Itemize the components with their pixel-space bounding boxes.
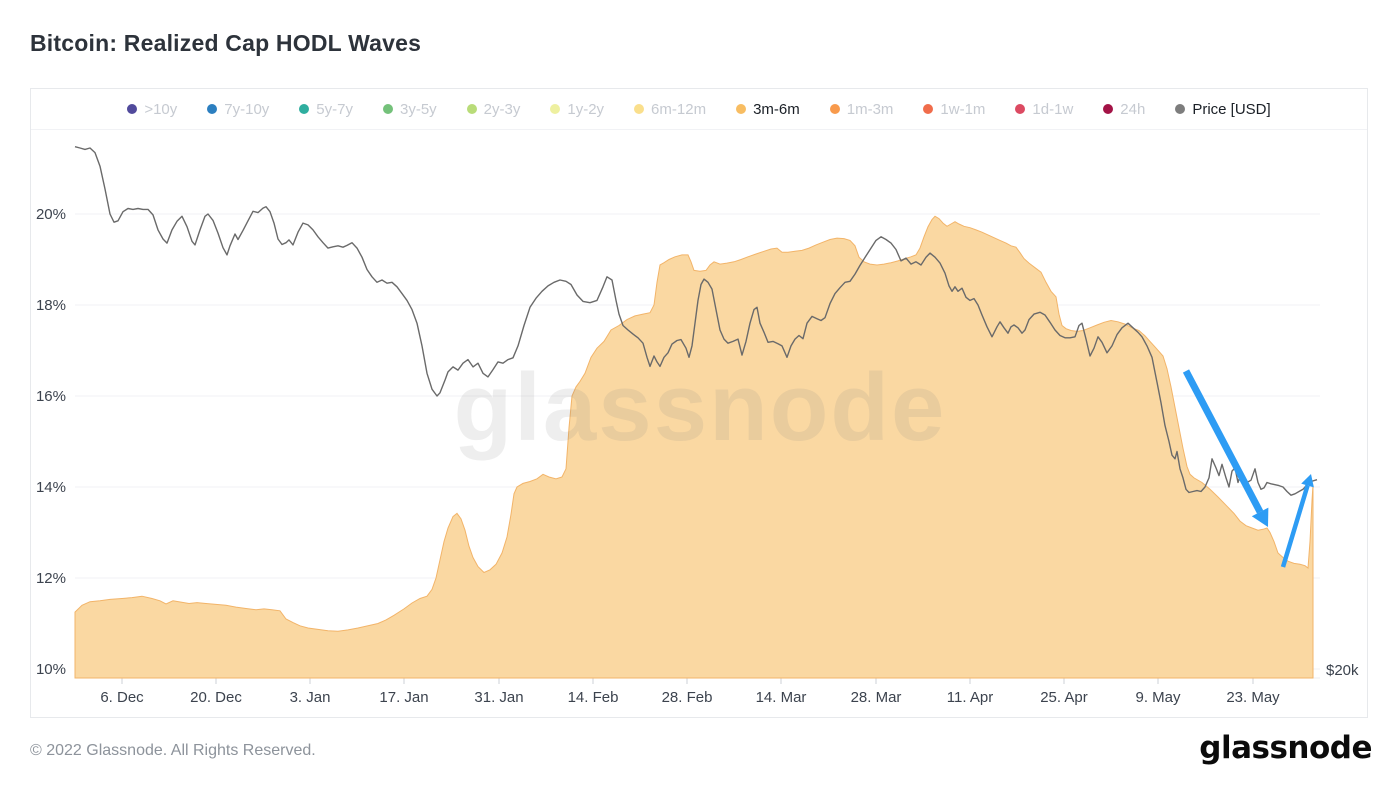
legend-item-label: 3y-5y <box>399 100 437 118</box>
legend-dot-icon <box>466 104 477 114</box>
legend-item-label: 3m-6m <box>753 100 800 118</box>
legend-dot-icon <box>299 104 310 114</box>
legend-item-1m-3m[interactable]: 1m-3m <box>829 100 894 118</box>
legend-item-label: 7y-10y <box>224 100 270 118</box>
legend-dot-icon <box>382 104 393 114</box>
legend-item-3y-5y[interactable]: 3y-5y <box>382 100 437 118</box>
page-title: Bitcoin: Realized Cap HODL Waves <box>30 30 422 56</box>
legend-dot-icon <box>127 104 138 114</box>
legend-dot-icon <box>1175 104 1186 114</box>
chart-legend: >10y 7y-10y 5y-7y 3y-5y 2y-3y 1y-2y 6m-12m 3m-6… <box>31 89 1367 130</box>
legend-item-label: 6m-12m <box>651 100 707 118</box>
legend-item-3m-6m[interactable]: 3m-6m <box>736 101 800 118</box>
legend-item-1y-2y[interactable]: 1y-2y <box>550 101 604 118</box>
copyright-text: © 2022 Glassnode. All Rights Reserved. <box>30 742 316 759</box>
legend-item-label: 5y-7y <box>316 100 353 118</box>
legend-dot-icon <box>736 104 747 114</box>
legend-dot-icon <box>923 104 934 114</box>
legend-item-label: 1y-2y <box>567 100 605 118</box>
legend-item-price-usd[interactable]: Price [USD] <box>1175 100 1271 118</box>
legend-item-1d-1w[interactable]: 1d-1w <box>1015 101 1073 118</box>
glassnode-logo: glassnode <box>1199 730 1372 766</box>
legend-dot-icon <box>1015 104 1026 114</box>
legend-item-label: 24h <box>1120 100 1146 118</box>
legend-item-1w-1m[interactable]: 1w-1m <box>923 101 985 118</box>
legend-item-6m-12m[interactable]: 6m-12m <box>634 101 706 118</box>
chart-card: >10y 7y-10y 5y-7y 3y-5y 2y-3y 1y-2y 6m-12m 3m-6… <box>30 88 1368 718</box>
legend-item-label: 2y-3y <box>483 100 521 118</box>
legend-item-2y-3y[interactable]: 2y-3y <box>466 100 521 118</box>
legend-dot-icon <box>634 104 645 114</box>
legend-dot-icon <box>829 104 840 114</box>
legend-item-10y[interactable]: >10y <box>127 101 177 118</box>
legend-dot-icon <box>207 104 218 114</box>
legend-item-label: >10y <box>144 100 178 118</box>
legend-dot-icon <box>1103 104 1114 114</box>
legend-item-7y-10y[interactable]: 7y-10y <box>207 101 269 118</box>
legend-item-label: Price [USD] <box>1192 100 1271 118</box>
legend-item-label: 1w-1m <box>940 100 986 118</box>
legend-item-24h[interactable]: 24h <box>1103 101 1145 118</box>
legend-item-label: 1d-1w <box>1032 100 1074 118</box>
legend-item-5y-7y[interactable]: 5y-7y <box>299 101 353 118</box>
legend-dot-icon <box>550 104 561 114</box>
legend-item-label: 1m-3m <box>846 100 894 118</box>
